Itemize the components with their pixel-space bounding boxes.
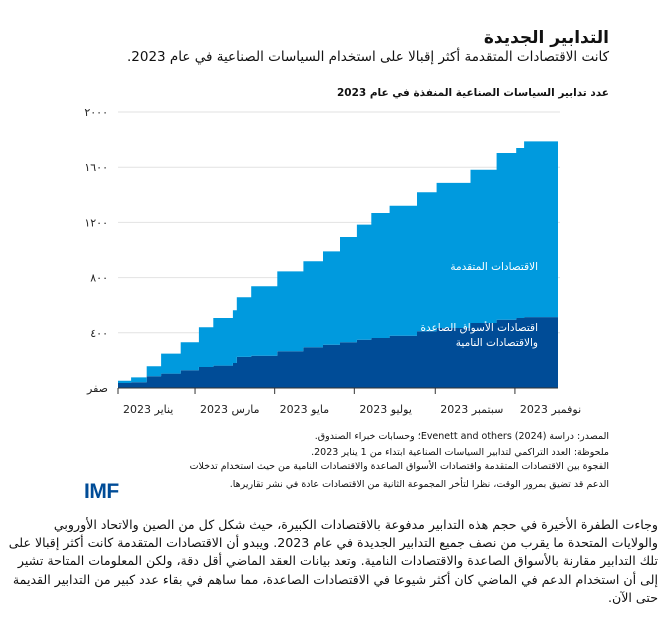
area-series-advanced [118,135,558,383]
series-label-emerging: والاقتصادات النامية [456,337,538,349]
note: ملحوظة: العدد التراكمي لتدابير السياسات … [311,447,609,458]
x-tick-label: يناير 2023 [123,403,173,416]
body-paragraph: وجاءت الطفرة الأخيرة في حجم هذه التدابير… [8,517,658,605]
page-title: التدابير الجديدة [483,28,609,48]
area-series-emerging [118,315,558,388]
imf-logo: IMF [84,480,119,503]
y-tick-label: ٨٠٠ [90,272,108,285]
x-tick-label: مايو 2023 [280,403,330,416]
y-tick-label: ٢٠٠٠ [84,106,108,119]
x-tick-label: مارس 2023 [200,403,260,416]
area-chart: صفر ٤٠٠ ٨٠٠ ١٢٠٠ ١٦٠٠ ٢٠٠٠ يناير 2023 مارس 2023… [84,106,581,416]
source-note: المصدر: دراسة (2024) Evenett and others؛… [314,431,609,442]
y-tick-label: صفر [86,382,108,395]
x-tick-label: سبتمبر 2023 [440,403,503,416]
y-tick-label: ١٦٠٠ [84,161,108,174]
note: الفجوة بين الاقتصادات المتقدمة واقتصادات… [189,461,609,472]
chart-title: عدد تدابير السياسات الصناعية المنفذة في … [336,87,609,99]
note: الدعم قد تضيق بمرور الوقت، نظرا لتأخر ال… [229,479,609,490]
y-tick-label: ١٢٠٠ [84,216,108,229]
series-label-advanced: الاقتصادات المتقدمة [450,261,538,273]
y-tick-label: ٤٠٠ [90,327,108,340]
x-tick-label: نوفمبر 2023 [520,403,581,416]
series-label-emerging: اقتصادات الأسواق الصاعدة [421,321,538,334]
page-subtitle: كانت الاقتصادات المتقدمة أكثر إقبالا على… [126,49,609,65]
x-tick-label: يوليو 2023 [359,403,412,416]
